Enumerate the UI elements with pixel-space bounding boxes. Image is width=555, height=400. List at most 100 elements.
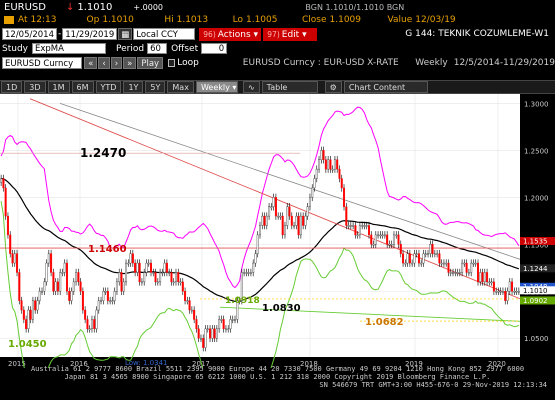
candle-body (222, 319, 225, 330)
candle-body (497, 291, 500, 293)
frequency-select[interactable]: Weekly ▾ (195, 81, 238, 93)
loop-checkbox[interactable] (168, 59, 176, 67)
annotation-label: 1.0450 (8, 339, 47, 350)
chart-title: EURUSD Curncy : EUR-USD X-RATE (242, 58, 399, 68)
play-button[interactable]: Play (137, 57, 164, 69)
edit-button[interactable]: 97) Edit ▾ (263, 27, 318, 41)
candle-body (56, 281, 59, 292)
candle-body (458, 272, 461, 274)
down-arrow-icon: ↓ (66, 1, 75, 13)
bollinger-lower-line (0, 201, 520, 368)
candle-body (343, 187, 346, 207)
candle-body (202, 338, 205, 348)
study-line: Study ExpMA Period 60 Offset 0 (0, 42, 555, 55)
candle-body (445, 262, 448, 265)
candle-body (236, 300, 239, 320)
candle-body (324, 159, 327, 170)
candle-body (322, 150, 325, 160)
tab-1m[interactable]: 1M (47, 81, 70, 93)
candle-body (4, 187, 7, 217)
candle-body (463, 262, 466, 265)
candle-body (386, 234, 389, 245)
chevron-down-icon: ▾ (232, 83, 237, 92)
x-tick-label: 2018 (300, 360, 318, 368)
tab-3d[interactable]: 3D (24, 81, 46, 93)
candle-body (161, 272, 164, 274)
step-forward-icon[interactable]: › (110, 57, 123, 69)
x-tick-label: 2015 (8, 360, 26, 368)
ohlc-line: At 12:13 Op 1.1010 Hi 1.1013 Lo 1.1005 C… (0, 14, 555, 26)
tab-1d[interactable]: 1D (1, 81, 23, 93)
candle-body (95, 309, 98, 330)
period-field[interactable]: 60 (147, 43, 168, 54)
candle-body (34, 300, 37, 311)
tab-max[interactable]: Max (167, 81, 194, 93)
candle-body (293, 225, 296, 227)
chart-content-button[interactable]: Chart Content (343, 81, 428, 93)
x-tick-label: 2019 (405, 360, 423, 368)
currency-select[interactable]: Local CCY (133, 28, 196, 40)
end-date-field[interactable]: 11/29/2019 (62, 28, 118, 40)
candle-body (304, 215, 307, 226)
tab-5y[interactable]: 5Y (145, 81, 166, 93)
candle-body (404, 262, 407, 265)
candle-body (442, 262, 445, 265)
candle-body (127, 262, 130, 265)
candle-body (41, 291, 44, 293)
candle-body (306, 206, 309, 217)
candle-body (188, 300, 191, 311)
edit-number: 97) (267, 29, 280, 39)
long-trend-line (59, 103, 521, 260)
candle-body (308, 197, 311, 207)
tab-1y[interactable]: 1Y (123, 81, 144, 93)
tab-ytd[interactable]: YTD (95, 81, 122, 93)
date-range-label: 12/5/2014-11/29/2019 (453, 58, 555, 68)
candle-body (340, 178, 343, 189)
candle-body (361, 225, 364, 227)
x-tick-label: 2017 (192, 360, 210, 368)
candle-body (215, 328, 218, 339)
hi-label: Hi (164, 15, 174, 25)
candle-body (408, 253, 411, 264)
fast-forward-icon[interactable]: » (123, 57, 137, 69)
candle-body (415, 253, 418, 255)
sort-icon (4, 16, 14, 24)
candle-body (338, 168, 341, 179)
table-button[interactable]: Table (261, 81, 318, 93)
candle-body (227, 328, 230, 331)
line-chart-icon[interactable]: ∿ (242, 81, 260, 93)
candle-body (229, 319, 232, 330)
start-date-field[interactable]: 12/05/2014 (2, 28, 57, 40)
rewind-icon[interactable]: « (84, 57, 98, 69)
candle-body (388, 244, 391, 246)
step-back-icon[interactable]: ‹ (98, 57, 110, 69)
candle-body (392, 234, 395, 245)
frequency-value: Weekly (200, 83, 230, 92)
tab-6m[interactable]: 6M (71, 81, 94, 93)
price-chart[interactable]: 1.30001.25001.20001.15001.10001.05002015… (0, 94, 555, 368)
candle-body (104, 291, 107, 293)
last-price: 1.1010 (77, 1, 113, 13)
candle-body (84, 309, 87, 320)
candle-body (240, 272, 243, 301)
candle-body (329, 159, 332, 170)
candle-body (143, 272, 146, 283)
candle-body (379, 234, 382, 237)
candle-body (68, 291, 71, 301)
offset-field[interactable]: 0 (201, 43, 228, 54)
gear-icon[interactable]: ⚙ (324, 81, 342, 93)
security-field[interactable]: EURUSD Curncy (2, 57, 83, 69)
actions-button[interactable]: 96) Actions ▾ (199, 27, 262, 41)
candle-body (381, 234, 384, 237)
candle-body (243, 272, 246, 274)
candle-body (299, 215, 302, 236)
study-select[interactable]: ExpMA (32, 43, 106, 54)
candle-body (399, 244, 402, 254)
candle-body (356, 234, 359, 237)
bid-ask: BGN 1.1010/1.1010 BGN (305, 2, 405, 12)
y-tick-label: 1.2000 (524, 194, 549, 202)
candle-body (277, 215, 280, 218)
calendar-icon[interactable]: ▦ (118, 28, 133, 40)
price-tag (520, 264, 555, 273)
y-tick-label: 1.2500 (524, 147, 549, 155)
